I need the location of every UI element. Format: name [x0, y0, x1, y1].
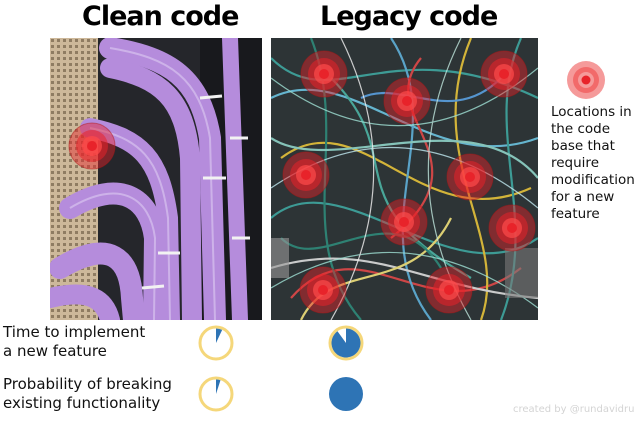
time-legacy-pie — [328, 325, 364, 361]
legacy-code-title: Legacy code — [320, 1, 498, 32]
time-to-implement-label: Time to implement a new feature — [3, 323, 146, 360]
time-clean-pie — [198, 325, 234, 361]
breaking-clean-pie — [198, 376, 234, 412]
probability-of-breaking-label: Probability of breaking existing functio… — [3, 375, 172, 412]
credit-text: created by @rundavidrun — [513, 404, 634, 415]
clean-code-photo — [50, 38, 262, 320]
pie-slice — [216, 379, 221, 394]
target-marker-icon — [567, 61, 605, 99]
clean-code-title: Clean code — [82, 1, 239, 32]
legacy-code-photo — [271, 38, 538, 320]
pie-slice — [331, 328, 361, 358]
pie-slice — [216, 328, 223, 343]
breaking-legacy-pie — [329, 377, 363, 411]
legend-text: Locations in the code base that require … — [551, 104, 634, 222]
pie-slice — [329, 377, 363, 411]
